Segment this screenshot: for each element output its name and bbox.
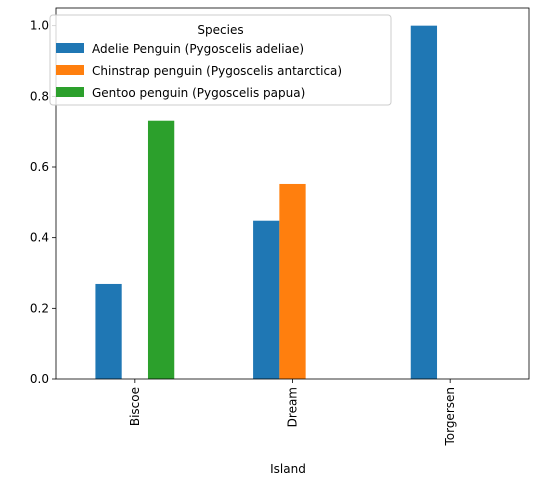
y-tick-label: 0.2 (30, 301, 49, 315)
y-tick-label: 0.8 (30, 89, 49, 103)
legend-box (49, 14, 392, 106)
legend-entry: Gentoo penguin (Pygoscelis papua) (92, 86, 305, 100)
bar-biscoe-series-1 (95, 283, 122, 379)
legend: Species Adelie Penguin (Pygoscelis adelia… (49, 14, 392, 106)
y-tick-label: 0.6 (30, 160, 49, 174)
legend-swatch (56, 43, 84, 53)
bar-dream-series-2 (279, 183, 306, 379)
bars-group (95, 25, 438, 380)
bar-biscoe-series-3 (147, 120, 175, 380)
x-axis-label: Island (270, 462, 306, 476)
x-tick-label: Biscoe (128, 387, 142, 426)
y-tick-label: 0.4 (30, 231, 49, 245)
legend-entry: Adelie Penguin (Pygoscelis adeliae) (92, 42, 304, 56)
x-tick-label: Torgersen (443, 387, 457, 447)
y-tick-label: 1.0 (30, 19, 49, 33)
bar-torgersen-series-1 (410, 25, 438, 380)
legend-swatch (56, 65, 84, 75)
legend-entry: Chinstrap penguin (Pygoscelis antarctica… (92, 64, 342, 78)
bar-dream-series-1 (253, 220, 280, 379)
legend-swatch (56, 87, 84, 97)
y-axis: 0.0 0.2 0.4 0.6 0.8 1.0 (30, 19, 56, 386)
x-tick-label: Dream (286, 387, 300, 427)
y-tick-label: 0.0 (30, 372, 49, 386)
x-axis: Biscoe Dream Torgersen (128, 379, 457, 447)
legend-title: Species (197, 23, 243, 37)
